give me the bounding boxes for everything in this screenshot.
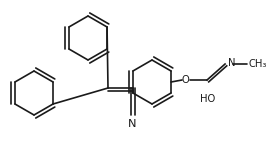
Text: HO: HO: [200, 94, 216, 104]
Text: O: O: [181, 75, 189, 85]
Text: N: N: [228, 58, 236, 68]
Text: N: N: [128, 119, 136, 129]
Text: CH₃: CH₃: [248, 59, 266, 69]
